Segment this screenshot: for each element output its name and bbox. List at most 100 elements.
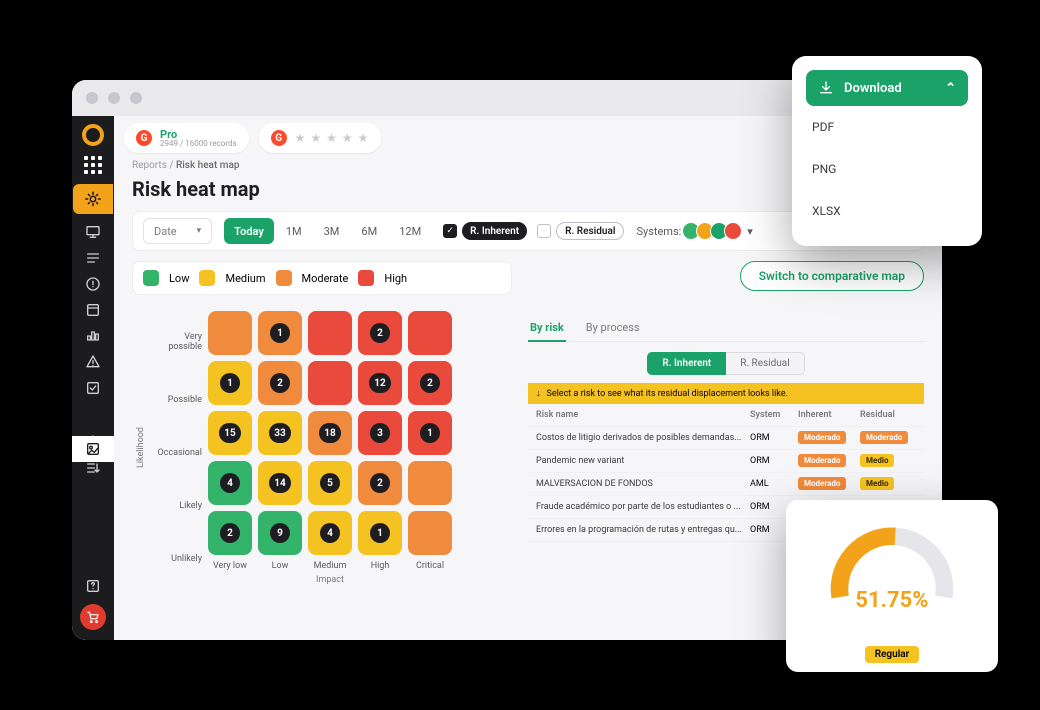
rail-item[interactable] — [85, 250, 101, 266]
risk-name: MALVERSACIÓN DE FONDOS — [536, 479, 744, 489]
y-label: Likely — [150, 501, 202, 511]
rail-item[interactable] — [85, 460, 101, 476]
gauge-card: 51.75% Regular — [786, 500, 998, 672]
heatmap-cell[interactable]: 1 — [258, 311, 302, 355]
download-option[interactable]: XLSX — [806, 190, 968, 232]
window-dot — [86, 92, 98, 104]
info-banner: ↓ Select a risk to see what its residual… — [528, 383, 924, 404]
rail-item[interactable] — [85, 354, 101, 370]
heatmap-cell[interactable]: 9 — [258, 511, 302, 555]
risk-inherent-check[interactable]: ✓ R. Inherent — [443, 222, 527, 240]
rail-item-help[interactable] — [85, 578, 101, 594]
tabs: By risk By process — [528, 315, 924, 342]
range-button[interactable]: 12M — [389, 218, 431, 244]
heatmap-cell[interactable]: 12 — [358, 361, 402, 405]
cell-count: 2 — [220, 523, 240, 543]
download-card: Download ⌃ PDFPNGXLSX — [792, 56, 982, 246]
cell-count: 14 — [269, 473, 290, 493]
range-button[interactable]: 1M — [276, 218, 312, 244]
checkbox-icon — [537, 224, 551, 238]
table-row[interactable]: MALVERSACIÓN DE FONDOSAMLModeradoMedio — [528, 473, 924, 496]
heatmap-cell[interactable]: 5 — [308, 461, 352, 505]
risk-system: AML — [750, 479, 792, 489]
checkbox-icon: ✓ — [443, 224, 457, 238]
legend-label: Medium — [225, 272, 265, 285]
heatmap-cell[interactable]: 33 — [258, 411, 302, 455]
table-row[interactable]: Costos de litigio derivados de posibles … — [528, 427, 924, 450]
heatmap-cell[interactable]: 2 — [258, 361, 302, 405]
table-row[interactable]: Pandemic new variantORMModeradoMedio — [528, 450, 924, 473]
x-label: Very low — [208, 561, 252, 571]
risk-system: ORM — [750, 433, 792, 443]
risk-inherent-label: R. Inherent — [462, 222, 527, 240]
heatmap-cell[interactable]: 3 — [358, 411, 402, 455]
subtabs: R. InherentR. Residual — [528, 352, 924, 375]
g2-icon: G — [136, 130, 152, 146]
heatmap-cell[interactable]: 4 — [308, 511, 352, 555]
rail-item-reports[interactable] — [72, 436, 114, 462]
cell-count: 4 — [320, 523, 340, 543]
heatmap-cell[interactable]: 4 — [208, 461, 252, 505]
cell-count: 1 — [220, 373, 240, 393]
risk-residual-label: R. Residual — [556, 222, 624, 240]
heatmap-cell[interactable]: 2 — [408, 361, 452, 405]
table-header: System — [750, 410, 792, 420]
rating-chip[interactable]: G ★ ★ ★ ★ ★ — [259, 123, 382, 153]
heatmap-cell[interactable] — [308, 311, 352, 355]
tab[interactable]: By risk — [528, 315, 566, 342]
risk-residual-check[interactable]: R. Residual — [537, 222, 624, 240]
heatmap-cell[interactable]: 2 — [358, 311, 402, 355]
heatmap-cell[interactable]: 18 — [308, 411, 352, 455]
download-option[interactable]: PDF — [806, 106, 968, 148]
cell-count: 15 — [219, 423, 240, 443]
subtab[interactable]: R. Residual — [726, 352, 804, 375]
inherent-badge: Moderado — [798, 454, 846, 467]
heatmap-cell[interactable] — [408, 461, 452, 505]
range-button[interactable]: 6M — [351, 218, 387, 244]
date-label: Date — [154, 225, 177, 238]
rail-item[interactable] — [85, 276, 101, 292]
range-button[interactable]: Today — [224, 218, 274, 244]
cart-icon[interactable] — [80, 604, 106, 630]
rail-item[interactable] — [85, 302, 101, 318]
risk-system: ORM — [750, 456, 792, 466]
heatmap-cell[interactable]: 1 — [208, 361, 252, 405]
systems-filter[interactable]: Systems: ▾ — [636, 222, 752, 240]
legend-label: Low — [169, 272, 189, 285]
switch-map-button[interactable]: Switch to comparative map — [740, 261, 924, 291]
range-button[interactable]: 3M — [314, 218, 350, 244]
residual-badge: Medio — [860, 477, 894, 490]
rail-item[interactable] — [85, 380, 101, 396]
tab[interactable]: By process — [584, 315, 642, 341]
heatmap-cell[interactable]: 2 — [208, 511, 252, 555]
plan-name: Pro — [160, 129, 237, 140]
heatmap-cell[interactable] — [208, 311, 252, 355]
x-label: Medium — [308, 561, 352, 571]
system-avatar — [724, 222, 742, 240]
rail-item[interactable] — [85, 224, 101, 240]
heatmap-cell[interactable]: 1 — [408, 411, 452, 455]
heatmap-panel: LowMediumModerateHigh Likelihood Very po… — [132, 261, 512, 630]
plan-chip[interactable]: G Pro 2949 / 16000 records — [124, 123, 249, 153]
systems-label: Systems: — [636, 225, 681, 238]
heatmap-cell[interactable] — [308, 361, 352, 405]
legend-label: High — [384, 272, 407, 285]
heatmap-cell[interactable] — [408, 311, 452, 355]
heatmap-cell[interactable] — [408, 511, 452, 555]
x-axis-title: Impact — [208, 575, 452, 585]
gauge-value: 51.75% — [855, 588, 928, 613]
rail-item-active[interactable] — [73, 184, 113, 214]
heatmap-cell[interactable]: 1 — [358, 511, 402, 555]
heatmap-cell[interactable]: 2 — [358, 461, 402, 505]
download-button[interactable]: Download ⌃ — [806, 70, 968, 106]
y-label: Occasional — [150, 448, 202, 458]
rail-item[interactable] — [85, 328, 101, 344]
heatmap-cell[interactable]: 14 — [258, 461, 302, 505]
subtab[interactable]: R. Inherent — [647, 352, 726, 375]
apps-grid-icon[interactable] — [84, 156, 102, 174]
date-select[interactable]: Date ▾ — [143, 218, 212, 244]
heatmap-cell[interactable]: 15 — [208, 411, 252, 455]
heatmap-grid: 121212215331831414522941 — [208, 311, 452, 555]
breadcrumb-parent[interactable]: Reports — [132, 160, 167, 171]
download-option[interactable]: PNG — [806, 148, 968, 190]
